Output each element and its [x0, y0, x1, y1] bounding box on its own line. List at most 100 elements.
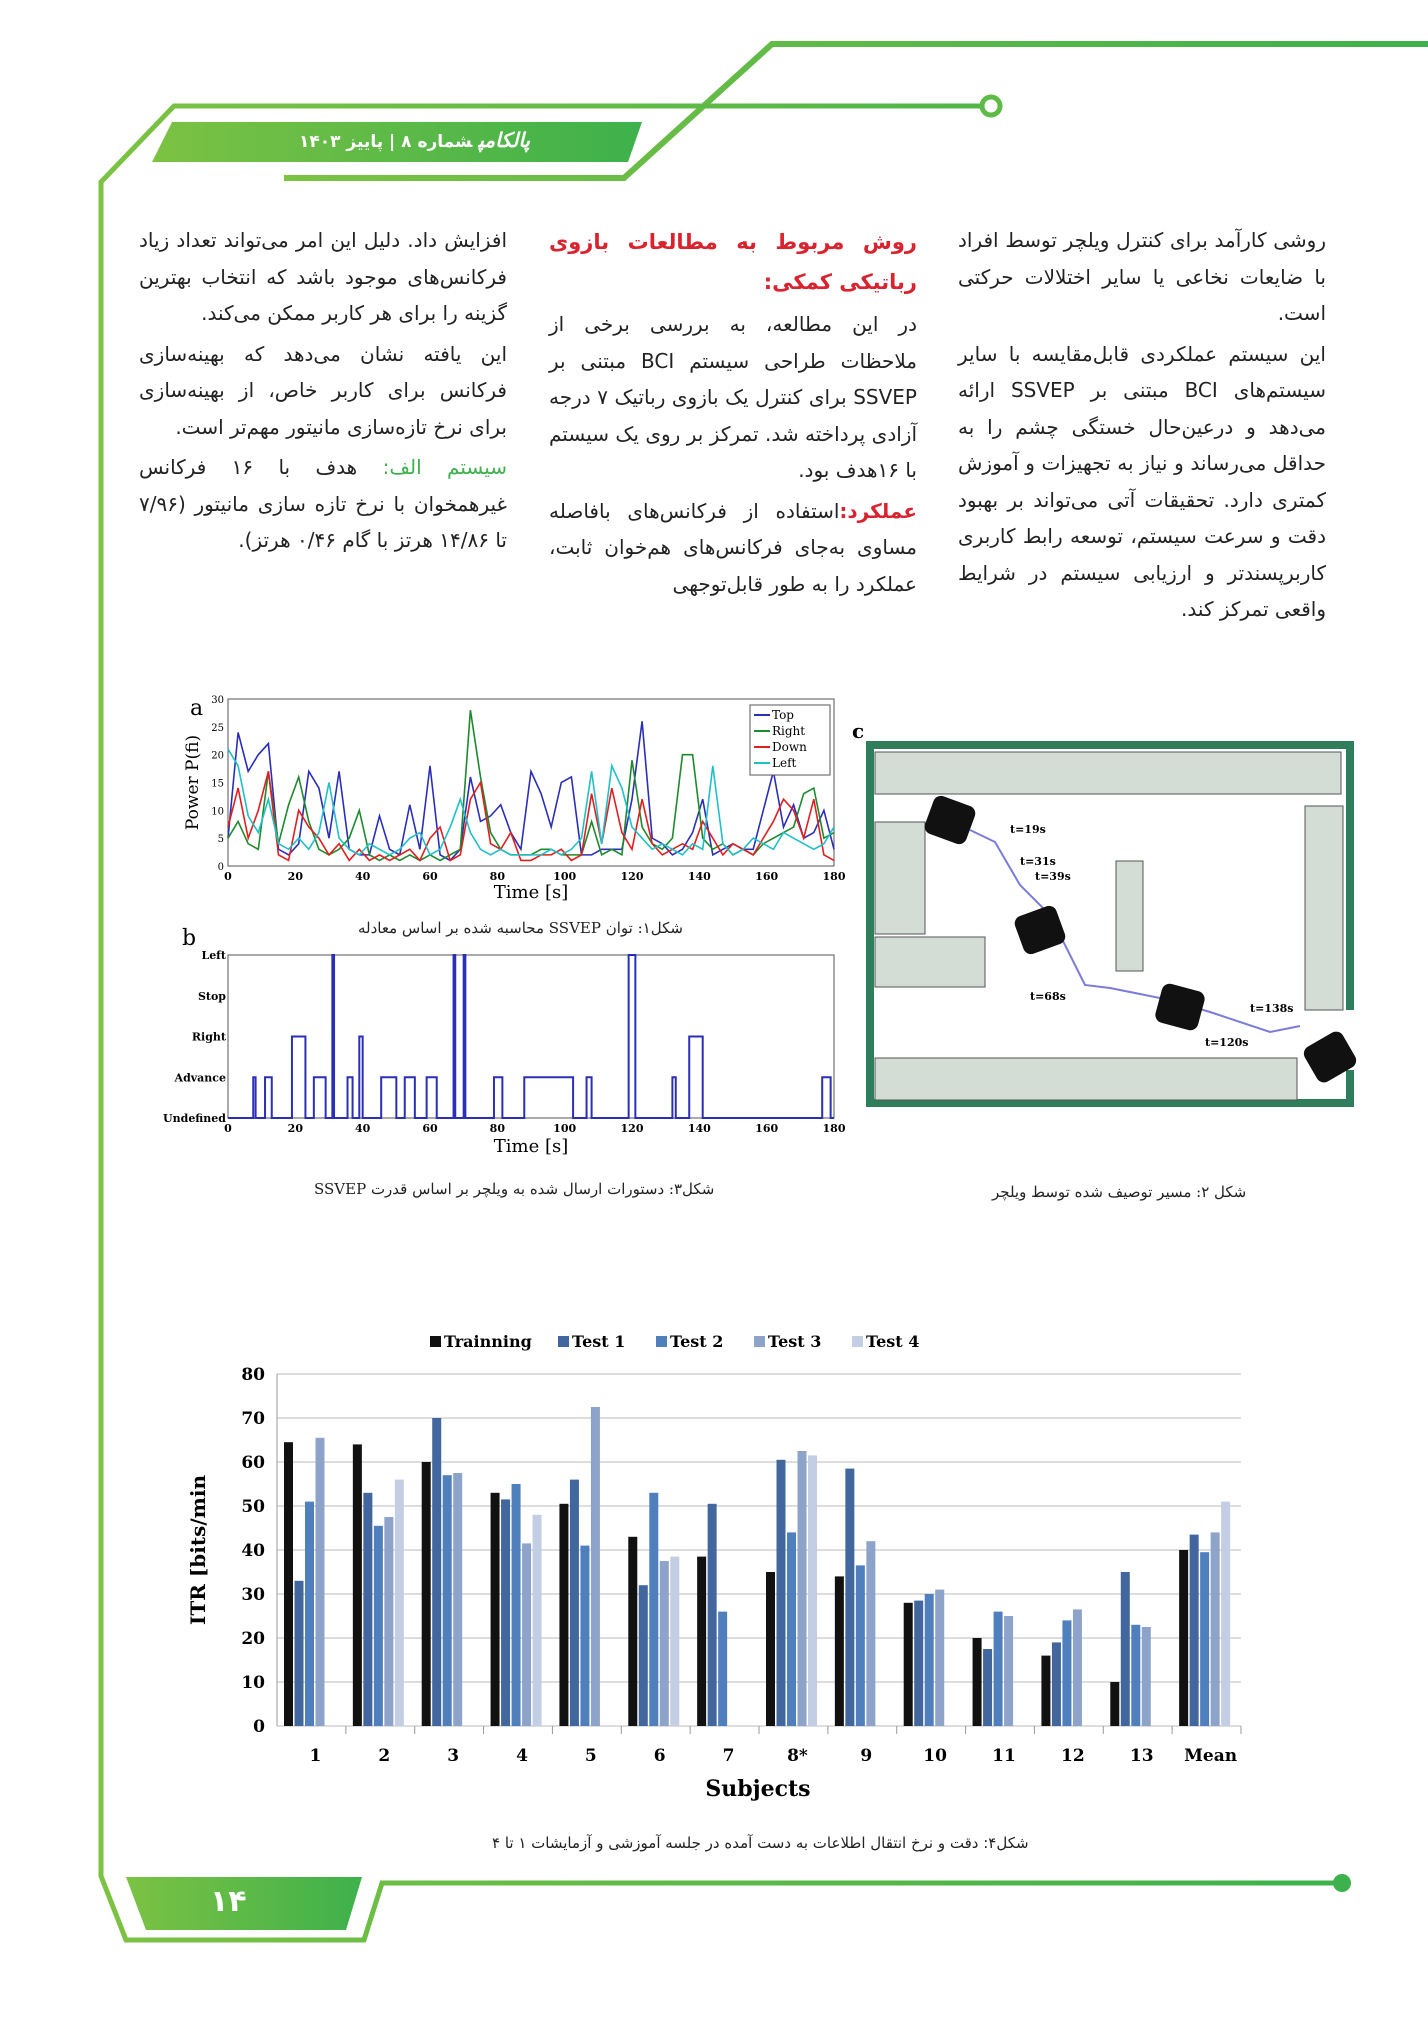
x-tick-label: 13: [1130, 1746, 1154, 1766]
legend-label: Test 3: [768, 1332, 821, 1351]
x-tick-label: 100: [553, 870, 576, 883]
x-tick-label: Mean: [1184, 1746, 1237, 1766]
y-tick-label: 60: [241, 1453, 265, 1473]
y-tick-label: 30: [211, 695, 224, 706]
y-tick-label: 40: [241, 1541, 265, 1561]
x-tick-label: 100: [553, 1122, 576, 1135]
y-tick-label: 0: [218, 862, 224, 873]
legend-swatch: [754, 1336, 765, 1347]
obstacle: [874, 936, 986, 988]
paragraph: این یافته نشان می‌دهد که بهینه‌سازی فرکا…: [139, 341, 507, 439]
x-tick-label: 80: [490, 1122, 506, 1135]
bar-test-4: [1221, 1501, 1231, 1726]
obstacle: [1115, 860, 1144, 972]
bar-trainning: [559, 1503, 569, 1726]
wheelchair-icon: [1155, 983, 1205, 1031]
wheelchair-icon: [1303, 1031, 1357, 1083]
x-tick-label: 5: [585, 1746, 597, 1766]
column-left: افزایش داد. دلیل این امر می‌تواند تعداد …: [139, 222, 507, 563]
time-label: t=68s: [1030, 990, 1066, 1003]
column-middle: روش مربوط به مطالعات بازوی رباتیکی کمکی:…: [549, 222, 917, 606]
x-tick-label: 12: [1061, 1746, 1085, 1766]
bar-test-1: [501, 1499, 511, 1726]
y-tick-label: Left: [201, 949, 226, 962]
x-tick-label: 0: [224, 870, 232, 883]
bar-test-1: [1120, 1572, 1130, 1726]
room-door: [1346, 1010, 1356, 1070]
paragraph-text: هدف با ۱۶ فرکانس غیرهمخوان با نرخ تازه س…: [139, 455, 507, 552]
x-tick-label: 120: [621, 870, 644, 883]
x-axis-label: Subjects: [705, 1776, 810, 1802]
issue-text: پالکامپشماره ۸ | پاییز ۱۴۰۳: [240, 128, 530, 152]
bar-test-2: [855, 1565, 865, 1726]
bar-test-1: [983, 1649, 993, 1726]
label-system-a: سیستم الف:: [382, 455, 507, 479]
bar-test-3: [384, 1517, 394, 1726]
obstacle: [874, 821, 926, 935]
y-tick-label: 80: [241, 1365, 265, 1385]
obstacle: [874, 751, 1342, 795]
bar-test-3: [935, 1589, 945, 1726]
y-tick-label: 10: [241, 1673, 265, 1693]
caption-fig3: شکل۳: دستورات ارسال شده به ویلچر بر اساس…: [314, 1180, 715, 1198]
bar-trainning: [972, 1638, 982, 1726]
paragraph: روشی کارآمد برای کنترل ویلچر توسط افراد …: [958, 228, 1326, 325]
series-line-down: [227, 771, 835, 862]
legend-swatch: [430, 1336, 441, 1347]
legend-label: Down: [772, 740, 807, 754]
y-axis-label: ITR [bits/min: [186, 1475, 210, 1625]
bar-test-3: [315, 1437, 325, 1726]
y-tick-label: 0: [253, 1717, 265, 1737]
x-tick-label: 60: [422, 870, 438, 883]
time-label: t=39s: [1035, 870, 1071, 883]
y-tick-label: 20: [241, 1629, 265, 1649]
y-tick-label: Undefined: [163, 1112, 226, 1125]
paragraph: این سیستم عملکردی قابل‌مقایسه با سایر سی…: [958, 341, 1326, 622]
bar-test-3: [1141, 1627, 1151, 1726]
bar-test-2: [442, 1475, 452, 1726]
obstacle: [1304, 805, 1344, 1011]
y-tick-label: 70: [241, 1409, 265, 1429]
x-tick-label: 180: [823, 1122, 846, 1135]
paragraph: در این مطالعه، به بررسی برخی از ملاحظات …: [549, 312, 917, 482]
x-tick-label: 140: [688, 1122, 711, 1135]
bar-test-2: [718, 1611, 728, 1726]
legend-label: Top: [772, 708, 794, 722]
x-axis-label: Time [s]: [494, 882, 569, 903]
x-tick-label: 10: [923, 1746, 947, 1766]
bar-test-1: [1189, 1534, 1199, 1726]
obstacle: [874, 1057, 1298, 1101]
y-tick-label: 50: [241, 1497, 265, 1517]
frame-top-dot: [979, 94, 1003, 118]
bar-test-1: [294, 1580, 304, 1726]
wheelchair-icon: [924, 795, 976, 845]
paragraph-text: استفاده از فرکانس‌های بافاصله مساوی به‌ج…: [549, 498, 917, 596]
bar-test-1: [845, 1468, 855, 1726]
bar-test-4: [394, 1479, 404, 1726]
x-tick-label: 3: [447, 1746, 459, 1766]
command-step-line: [228, 954, 834, 1119]
bar-trainning: [834, 1576, 844, 1726]
y-tick-label: Advance: [174, 1071, 226, 1084]
bar-test-2: [1062, 1620, 1072, 1726]
bar-test-4: [808, 1455, 817, 1726]
y-tick-label: 5: [218, 834, 224, 845]
bar-test-4: [670, 1556, 680, 1726]
bar-test-1: [707, 1503, 717, 1726]
bar-trainning: [697, 1556, 707, 1726]
bar-test-2: [649, 1492, 659, 1726]
y-axis-label: Power P(fi): [183, 735, 203, 830]
bar-test-1: [776, 1459, 786, 1726]
bar-trainning: [1179, 1550, 1189, 1726]
paragraph: سیستم الف: هدف با ۱۶ فرکانس غیرهمخوان با…: [139, 449, 507, 559]
legend-label: Test 4: [866, 1332, 919, 1351]
frame-top-line: [284, 41, 1428, 181]
wheelchair-path: [969, 829, 1301, 1034]
bar-trainning: [284, 1442, 293, 1726]
x-tick-label: 11: [992, 1746, 1016, 1766]
y-tick-label: Right: [192, 1031, 227, 1044]
bar-test-2: [1131, 1624, 1141, 1726]
legend-label: Test 2: [670, 1332, 723, 1351]
legend-swatch: [558, 1336, 569, 1347]
